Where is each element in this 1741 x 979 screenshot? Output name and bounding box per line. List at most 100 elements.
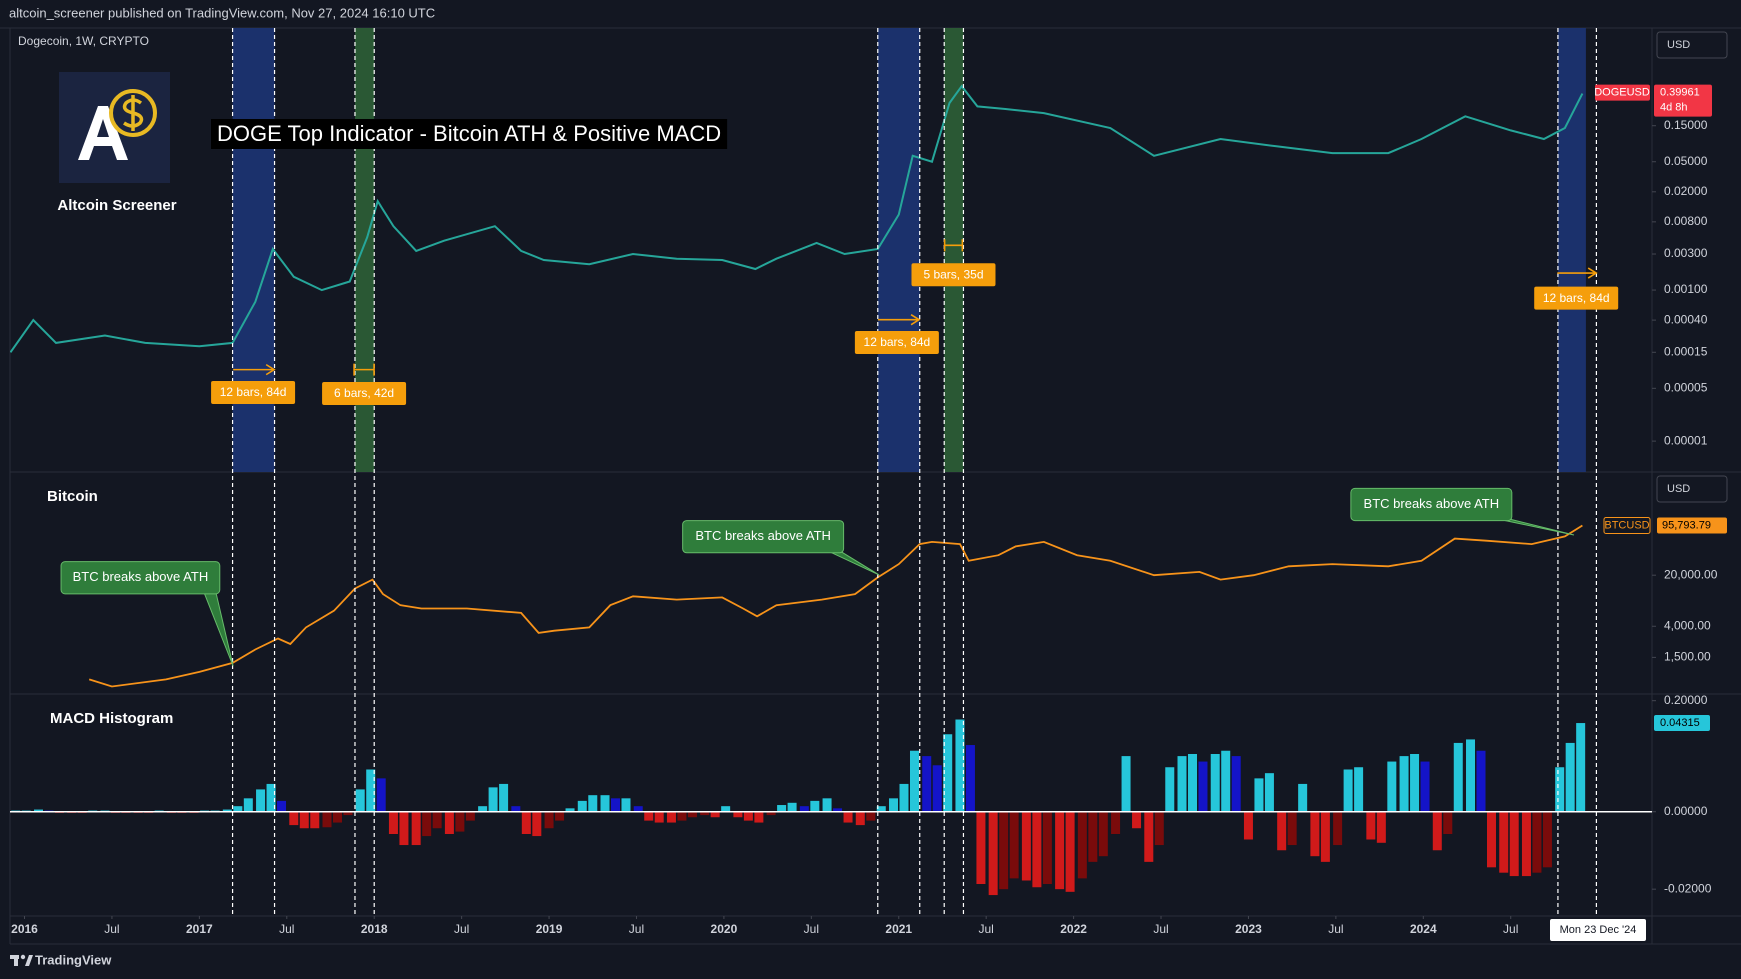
- y-tick-label: 0.00300: [1664, 246, 1708, 260]
- x-tick-label: 2016: [11, 922, 38, 936]
- histogram-bar: [955, 719, 965, 812]
- x-tick-label: Jul: [454, 922, 469, 936]
- histogram-bar: [754, 811, 764, 823]
- histogram-bar: [1177, 756, 1187, 812]
- logo-dollar: [122, 95, 144, 131]
- y-tick-label: 0.00001: [1664, 433, 1708, 447]
- histogram-bar: [1420, 761, 1430, 812]
- measure: 12 bars, 84d: [211, 363, 296, 404]
- histogram-bar: [1144, 811, 1154, 862]
- price-line: [10, 84, 1584, 353]
- histogram-bar: [965, 745, 975, 812]
- overlay-layer: 12 bars, 84d 6 bars, 42d 12 bars, 84d 5 bar…: [10, 28, 1652, 916]
- histogram-bar: [922, 756, 932, 812]
- histogram-bar: [243, 798, 253, 812]
- histogram-bar: [799, 806, 809, 812]
- callout: BTC breaks above ATH: [60, 561, 234, 667]
- x-tick-label: Jul: [629, 922, 644, 936]
- x-tick-label: 2021: [885, 922, 912, 936]
- measure-arrowhead: [265, 363, 276, 376]
- x-tick-label: Jul: [1328, 922, 1343, 936]
- histogram-bar: [733, 811, 743, 818]
- x-tick-label: Jul: [804, 922, 819, 936]
- histogram-bar: [422, 811, 432, 837]
- callout-label: BTC breaks above ATH: [1364, 496, 1500, 511]
- histogram-bar: [1432, 811, 1442, 851]
- measure-label: 12 bars, 84d: [220, 385, 287, 399]
- histogram-bar: [256, 789, 266, 812]
- histogram-bar: [332, 811, 342, 823]
- histogram-bar: [1021, 811, 1031, 881]
- histogram-bar: [376, 778, 386, 812]
- histogram-bar: [411, 811, 421, 846]
- histogram-bar: [1376, 811, 1386, 843]
- histogram-bar: [465, 811, 475, 821]
- currency-label: USD: [1667, 483, 1690, 495]
- measure-box: [911, 263, 996, 287]
- histogram-bar: [1298, 783, 1308, 812]
- y-tick-label: -0.02000: [1664, 881, 1712, 895]
- histogram-bar: [588, 795, 598, 812]
- histogram-bar: [1009, 811, 1019, 879]
- y-tick-label: 1,500.00: [1664, 650, 1711, 664]
- highlight-band: [944, 28, 964, 472]
- footer-brand: TradingView: [35, 952, 112, 967]
- histogram-bar: [1254, 778, 1264, 812]
- histogram-bar: [555, 811, 565, 821]
- histogram-bar: [600, 795, 610, 812]
- histogram-bar: [633, 806, 643, 812]
- histogram-bar: [455, 811, 465, 832]
- y-tick-label: 0.05000: [1664, 154, 1708, 168]
- title-box: [211, 119, 728, 149]
- histogram-bar: [1065, 811, 1075, 892]
- histogram-bar: [1032, 811, 1042, 888]
- histogram-bar: [1532, 811, 1542, 873]
- histogram-bar: [1542, 811, 1552, 868]
- x-tick-label: 2019: [536, 922, 563, 936]
- histogram-bar: [355, 789, 365, 812]
- histogram-bar: [521, 811, 531, 835]
- footer-logo: [20, 954, 26, 960]
- y-tick-label: 0.00005: [1664, 380, 1708, 394]
- logo-name: Altcoin Screener: [57, 197, 176, 214]
- histogram-bar: [1154, 811, 1164, 846]
- histogram-bar: [532, 811, 542, 837]
- histogram-bar: [1187, 753, 1197, 812]
- histogram-bar: [943, 734, 953, 812]
- histogram-bar: [1499, 811, 1509, 873]
- histogram-bar: [544, 811, 554, 829]
- histogram-bar: [1354, 767, 1364, 812]
- histogram-bar: [289, 811, 299, 826]
- histogram-bar: [621, 798, 631, 812]
- currency-box: [1656, 31, 1728, 59]
- y-tick-label: 4,000.00: [1664, 618, 1711, 632]
- measure-arrowhead: [1587, 267, 1598, 279]
- x-tick-label: Jul: [279, 922, 294, 936]
- histogram-bar: [1509, 811, 1519, 877]
- measure: 12 bars, 84d: [854, 314, 939, 354]
- histogram-bar: [1264, 773, 1274, 812]
- logo-coin: [109, 89, 157, 137]
- symbol-tag: [1595, 84, 1650, 101]
- histogram-bar: [432, 811, 442, 829]
- histogram-bar: [1098, 811, 1108, 857]
- crosshair-label: Mon 23 Dec '24: [1560, 924, 1637, 936]
- histogram-bar: [743, 811, 753, 821]
- histogram-bar: [1486, 811, 1496, 868]
- plot-layer: [10, 84, 1586, 896]
- histogram-bar: [499, 783, 509, 812]
- measure-arrowhead: [910, 314, 921, 326]
- histogram-bar: [932, 765, 942, 812]
- measure-box: [854, 330, 939, 354]
- callout-box: [60, 561, 221, 595]
- currency-box: [1656, 475, 1728, 503]
- callout: BTC breaks above ATH: [682, 520, 880, 576]
- highlight-band: [1557, 28, 1586, 472]
- histogram-bar: [1221, 750, 1231, 812]
- measure: 5 bars, 35d: [911, 239, 996, 287]
- histogram-bar: [687, 811, 697, 818]
- histogram-bar: [899, 783, 909, 812]
- histogram-bar: [1243, 811, 1253, 840]
- symbol-tag: [1603, 516, 1651, 534]
